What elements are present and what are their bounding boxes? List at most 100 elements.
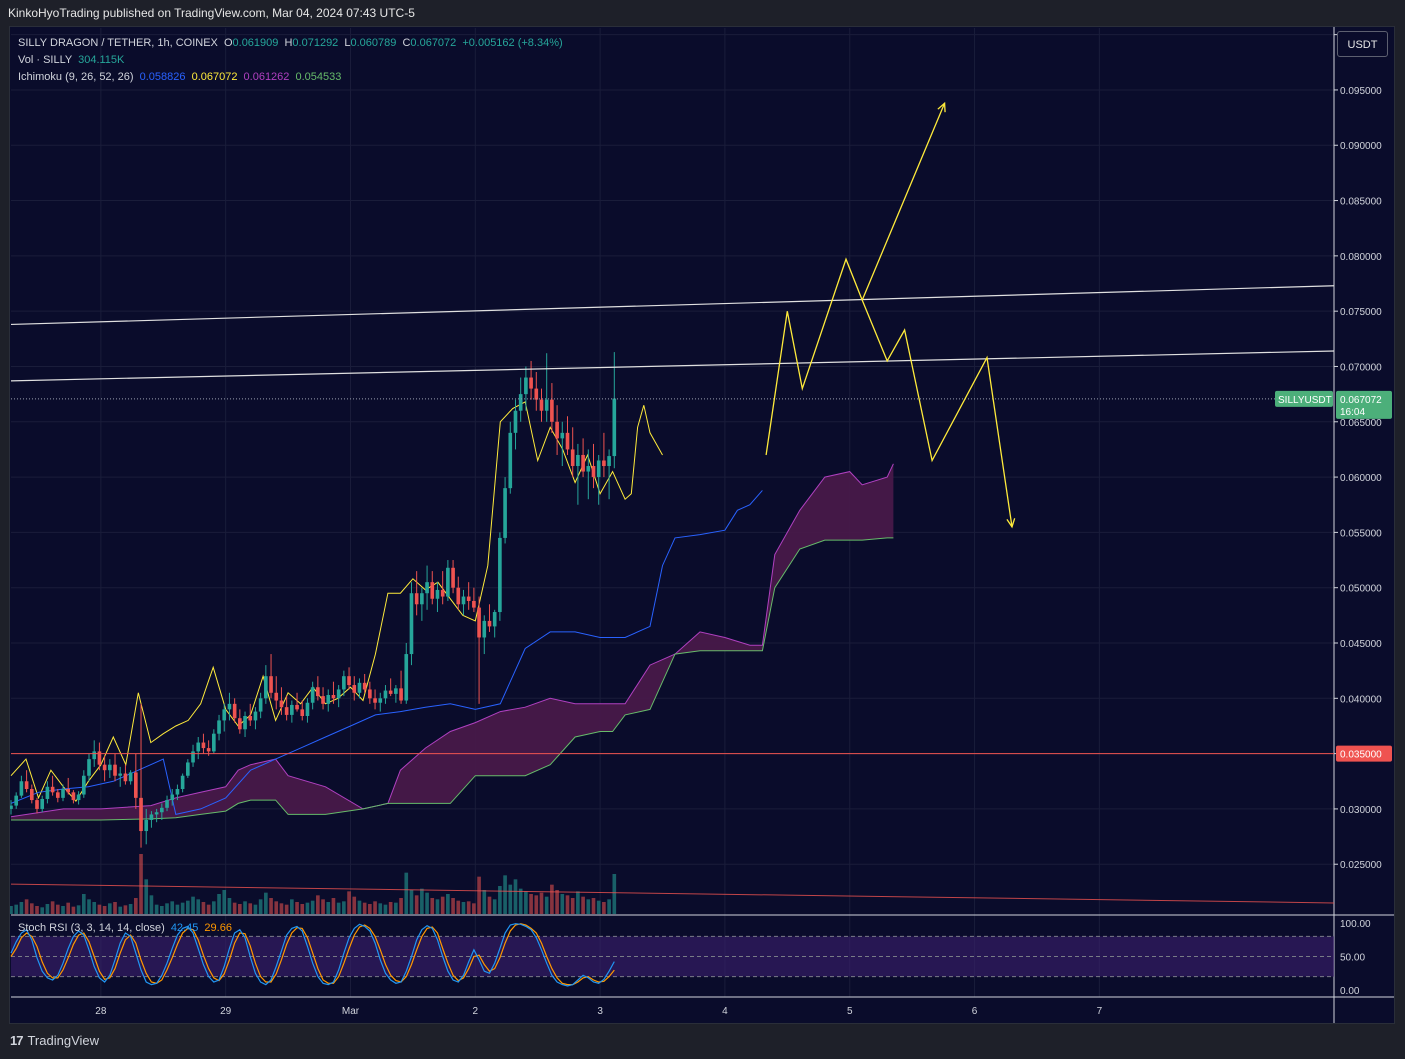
candle-body: [186, 762, 190, 776]
volume-bar: [24, 899, 29, 914]
price-tick-label: 0.095000: [1340, 86, 1382, 97]
candle-body: [165, 800, 169, 808]
projection-up-branch: [861, 102, 946, 301]
bar-countdown-text: 16:04: [1340, 407, 1365, 418]
volume-bar: [201, 902, 206, 914]
time-tick-label: Mar: [342, 1006, 360, 1017]
candle-body: [206, 748, 211, 752]
candle-body: [45, 786, 50, 799]
candle-body: [362, 682, 367, 690]
candle-body: [19, 781, 24, 796]
candle-body: [123, 773, 128, 782]
candlesticks[interactable]: [10, 352, 617, 848]
symbol-row[interactable]: SILLY DRAGON / TETHER, 1h, COINEX O0.061…: [18, 35, 563, 52]
volume-label: Vol · SILLY: [18, 54, 73, 66]
volume-bar: [513, 879, 518, 914]
volume-bar: [97, 904, 102, 914]
candle-body: [196, 742, 201, 752]
candle-body: [581, 454, 585, 472]
candle-body: [92, 751, 97, 760]
volume-bar: [607, 899, 611, 914]
span-b-line: [11, 537, 894, 821]
candle-body: [456, 587, 461, 605]
volume-bar: [264, 892, 268, 914]
volume-bar: [544, 896, 549, 914]
volume-bar: [472, 903, 476, 914]
stoch-rsi-legend[interactable]: Stoch RSI (3, 3, 14, 14, close) 42.45 29…: [18, 922, 232, 934]
candle-body: [253, 711, 258, 721]
volume-bar: [362, 902, 367, 914]
candle-body: [487, 620, 492, 627]
volume-bar: [186, 900, 190, 914]
symbol-title[interactable]: SILLY DRAGON / TETHER, 1h, COINEX: [18, 37, 218, 49]
volume-bar: [581, 896, 585, 914]
volume-bar: [570, 898, 575, 914]
stoch-rsi-pane: 100.00 50.00 0.00: [10, 919, 1371, 997]
grid-lines: [11, 28, 1334, 997]
volume-bar: [50, 901, 55, 914]
volume-bar: [373, 901, 377, 914]
volume-bar: [409, 890, 414, 914]
volume-bar: [175, 904, 180, 914]
ticker-text: SILLYUSDT: [1278, 395, 1332, 406]
volume-bar: [503, 875, 507, 914]
volume-bar: [191, 896, 195, 914]
candle-body: [518, 394, 523, 411]
candle-body: [331, 694, 336, 699]
currency-button[interactable]: USDT: [1337, 31, 1388, 57]
ichimoku-row[interactable]: Ichimoku (9, 26, 52, 26) 0.058826 0.0670…: [18, 69, 563, 86]
volume-bar: [61, 906, 65, 914]
candle-body: [305, 702, 310, 717]
candle-body: [342, 676, 346, 690]
volume-bar: [451, 898, 455, 914]
chart-canvas[interactable]: 0.025000 0.030000 0.035000 0.040000 0.045000…: [10, 27, 1395, 1024]
price-tick-label: 0.070000: [1340, 362, 1382, 373]
close-label: C: [402, 37, 411, 49]
volume-bar: [425, 892, 429, 914]
candle-body: [102, 764, 107, 771]
candle-body: [472, 600, 476, 608]
time-tick-label: 6: [972, 1006, 978, 1017]
volume-bars: [10, 854, 1335, 914]
volume-bar: [66, 902, 71, 914]
candle-body: [284, 707, 289, 715]
time-axis[interactable]: 28 29 Mar 2 3 4 5 6 7: [95, 1006, 1102, 1017]
candle-body: [290, 704, 294, 715]
projection-path: [765, 257, 1013, 527]
candle-body: [316, 687, 320, 697]
candle-body: [227, 703, 232, 710]
candle-body: [87, 759, 91, 776]
volume-bar: [29, 903, 34, 914]
candle-body: [508, 432, 513, 489]
stoch-k-value: 42.45: [170, 922, 199, 934]
stoch-k-line: [10, 923, 615, 987]
volume-row[interactable]: Vol · SILLY 304.115K: [18, 52, 563, 69]
candle-body: [300, 709, 305, 717]
volume-bar: [71, 906, 76, 914]
candle-body: [76, 794, 81, 801]
volume-bar: [305, 902, 310, 914]
volume-bar: [383, 904, 388, 914]
time-tick-label: 2: [473, 1006, 479, 1017]
volume-bar: [45, 904, 50, 914]
ichimoku-span-a-value: 0.054533: [295, 71, 342, 83]
volume-bar: [388, 902, 393, 914]
candle-body: [279, 700, 284, 708]
volume-bar: [404, 872, 409, 914]
candle-body: [238, 718, 242, 730]
tradingview-branding[interactable]: 17 TradingView: [10, 1033, 99, 1048]
candle-body: [388, 690, 393, 694]
ichimoku-conversion-value: 0.058826: [139, 71, 186, 83]
chart-legend: SILLY DRAGON / TETHER, 1h, COINEX O0.061…: [18, 35, 563, 86]
stoch-tick-label: 50.00: [1340, 953, 1365, 964]
chart-frame[interactable]: 0.025000 0.030000 0.035000 0.040000 0.045000…: [9, 26, 1395, 1024]
price-axis[interactable]: 0.025000 0.030000 0.035000 0.040000 0.045000…: [11, 27, 1395, 1024]
drawings[interactable]: [10, 101, 1335, 755]
candle-body: [107, 764, 112, 771]
volume-bar: [534, 895, 539, 914]
ichimoku-span-b-value: 0.061262: [243, 71, 290, 83]
candle-body: [586, 466, 591, 472]
volume-bar: [336, 902, 341, 914]
volume-bar: [487, 896, 492, 914]
tradingview-logo-icon: 17: [10, 1033, 24, 1048]
